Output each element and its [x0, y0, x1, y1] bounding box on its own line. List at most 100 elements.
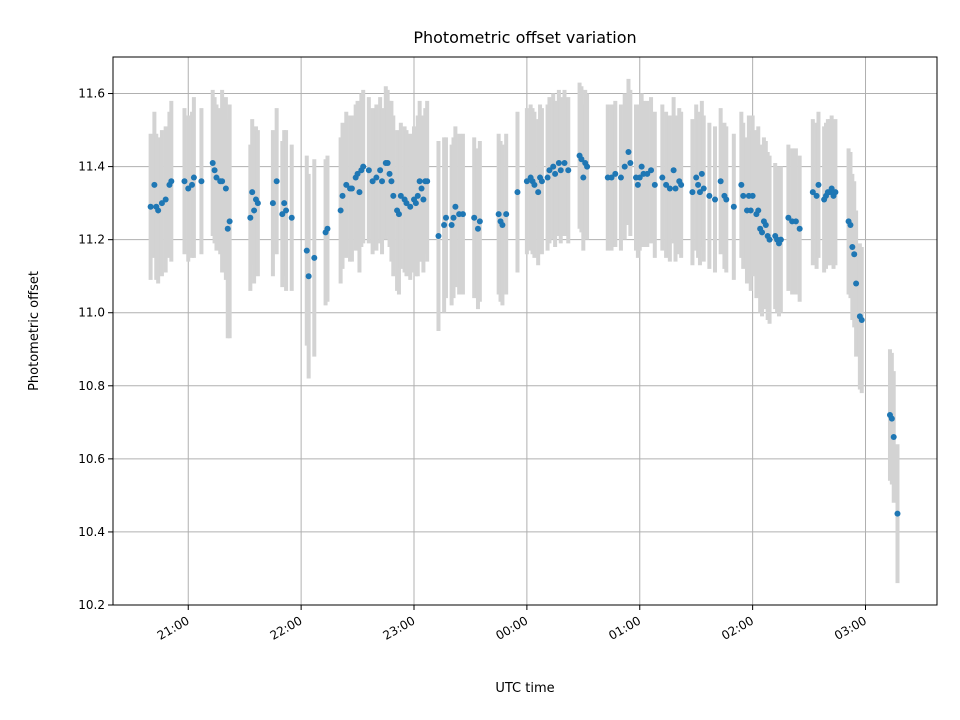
- data-point: [565, 167, 572, 174]
- data-point: [211, 167, 218, 174]
- data-point: [627, 159, 634, 166]
- data-point: [700, 185, 707, 192]
- data-point: [828, 185, 835, 192]
- data-point: [495, 211, 502, 218]
- data-point: [503, 211, 510, 218]
- data-point: [809, 189, 816, 196]
- data-point: [147, 203, 154, 210]
- plot-frame: [112, 56, 938, 606]
- data-point: [424, 178, 431, 185]
- data-point: [730, 203, 737, 210]
- data-point: [535, 189, 542, 196]
- data-point: [151, 181, 158, 188]
- data-point: [636, 174, 643, 181]
- data-point: [638, 163, 645, 170]
- data-point: [580, 174, 587, 181]
- data-point: [670, 167, 677, 174]
- data-point: [386, 170, 393, 177]
- data-point: [305, 273, 312, 280]
- data-point: [738, 181, 745, 188]
- data-point: [514, 189, 521, 196]
- data-point: [678, 181, 685, 188]
- data-point: [273, 178, 280, 185]
- data-point: [659, 174, 666, 181]
- data-point: [471, 214, 478, 221]
- data-point: [247, 214, 254, 221]
- data-point: [625, 148, 632, 155]
- y-tick-label: 11.6: [78, 87, 105, 101]
- data-point: [269, 200, 276, 207]
- data-point: [251, 207, 258, 214]
- data-point: [706, 192, 713, 199]
- data-point: [747, 207, 754, 214]
- data-point: [847, 222, 854, 229]
- data-point: [740, 192, 747, 199]
- data-point: [379, 178, 386, 185]
- data-point: [226, 218, 233, 225]
- data-point: [339, 192, 346, 199]
- data-point: [388, 178, 395, 185]
- data-point: [377, 167, 384, 174]
- data-point: [474, 225, 481, 232]
- data-point: [418, 185, 425, 192]
- y-axis-label: Photometric offset: [27, 271, 42, 391]
- data-point: [249, 189, 256, 196]
- data-point: [717, 178, 724, 185]
- data-point: [792, 218, 799, 225]
- data-point: [696, 189, 703, 196]
- y-tick-label: 11.4: [78, 160, 105, 174]
- data-point: [303, 247, 310, 254]
- data-point: [617, 174, 624, 181]
- data-point: [608, 174, 615, 181]
- data-point: [288, 214, 295, 221]
- data-point: [634, 181, 641, 188]
- data-point: [546, 167, 553, 174]
- data-point: [755, 207, 762, 214]
- data-point: [348, 185, 355, 192]
- data-point: [544, 174, 551, 181]
- data-point: [561, 159, 568, 166]
- data-point: [555, 159, 562, 166]
- data-point: [219, 178, 226, 185]
- y-tick-label: 11.2: [78, 233, 105, 247]
- data-point: [190, 174, 197, 181]
- data-point: [459, 211, 466, 218]
- data-point: [181, 178, 188, 185]
- data-point: [698, 170, 705, 177]
- data-point: [815, 181, 822, 188]
- data-point: [395, 211, 402, 218]
- data-point: [550, 163, 557, 170]
- data-point: [644, 170, 651, 177]
- data-point: [416, 178, 423, 185]
- data-point: [254, 200, 261, 207]
- data-point: [476, 218, 483, 225]
- data-point: [283, 207, 290, 214]
- data-point: [397, 192, 404, 199]
- data-point: [689, 189, 696, 196]
- data-point: [888, 415, 895, 422]
- data-point: [538, 178, 545, 185]
- data-point: [414, 192, 421, 199]
- data-point: [452, 203, 459, 210]
- data-point: [158, 200, 165, 207]
- data-point: [612, 170, 619, 177]
- data-point: [762, 222, 769, 229]
- data-point: [813, 192, 820, 199]
- data-point: [759, 229, 766, 236]
- data-point: [369, 178, 376, 185]
- y-tick-label: 10.4: [78, 525, 105, 539]
- data-point: [441, 222, 448, 229]
- data-point: [324, 225, 331, 232]
- data-point: [723, 196, 730, 203]
- data-point: [890, 433, 897, 440]
- data-point: [651, 181, 658, 188]
- data-point: [155, 207, 162, 214]
- data-point: [853, 280, 860, 287]
- data-point: [373, 174, 380, 181]
- data-point: [390, 192, 397, 199]
- data-point: [578, 156, 585, 163]
- data-point: [209, 159, 216, 166]
- y-tick-label: 11.0: [78, 306, 105, 320]
- data-point: [198, 178, 205, 185]
